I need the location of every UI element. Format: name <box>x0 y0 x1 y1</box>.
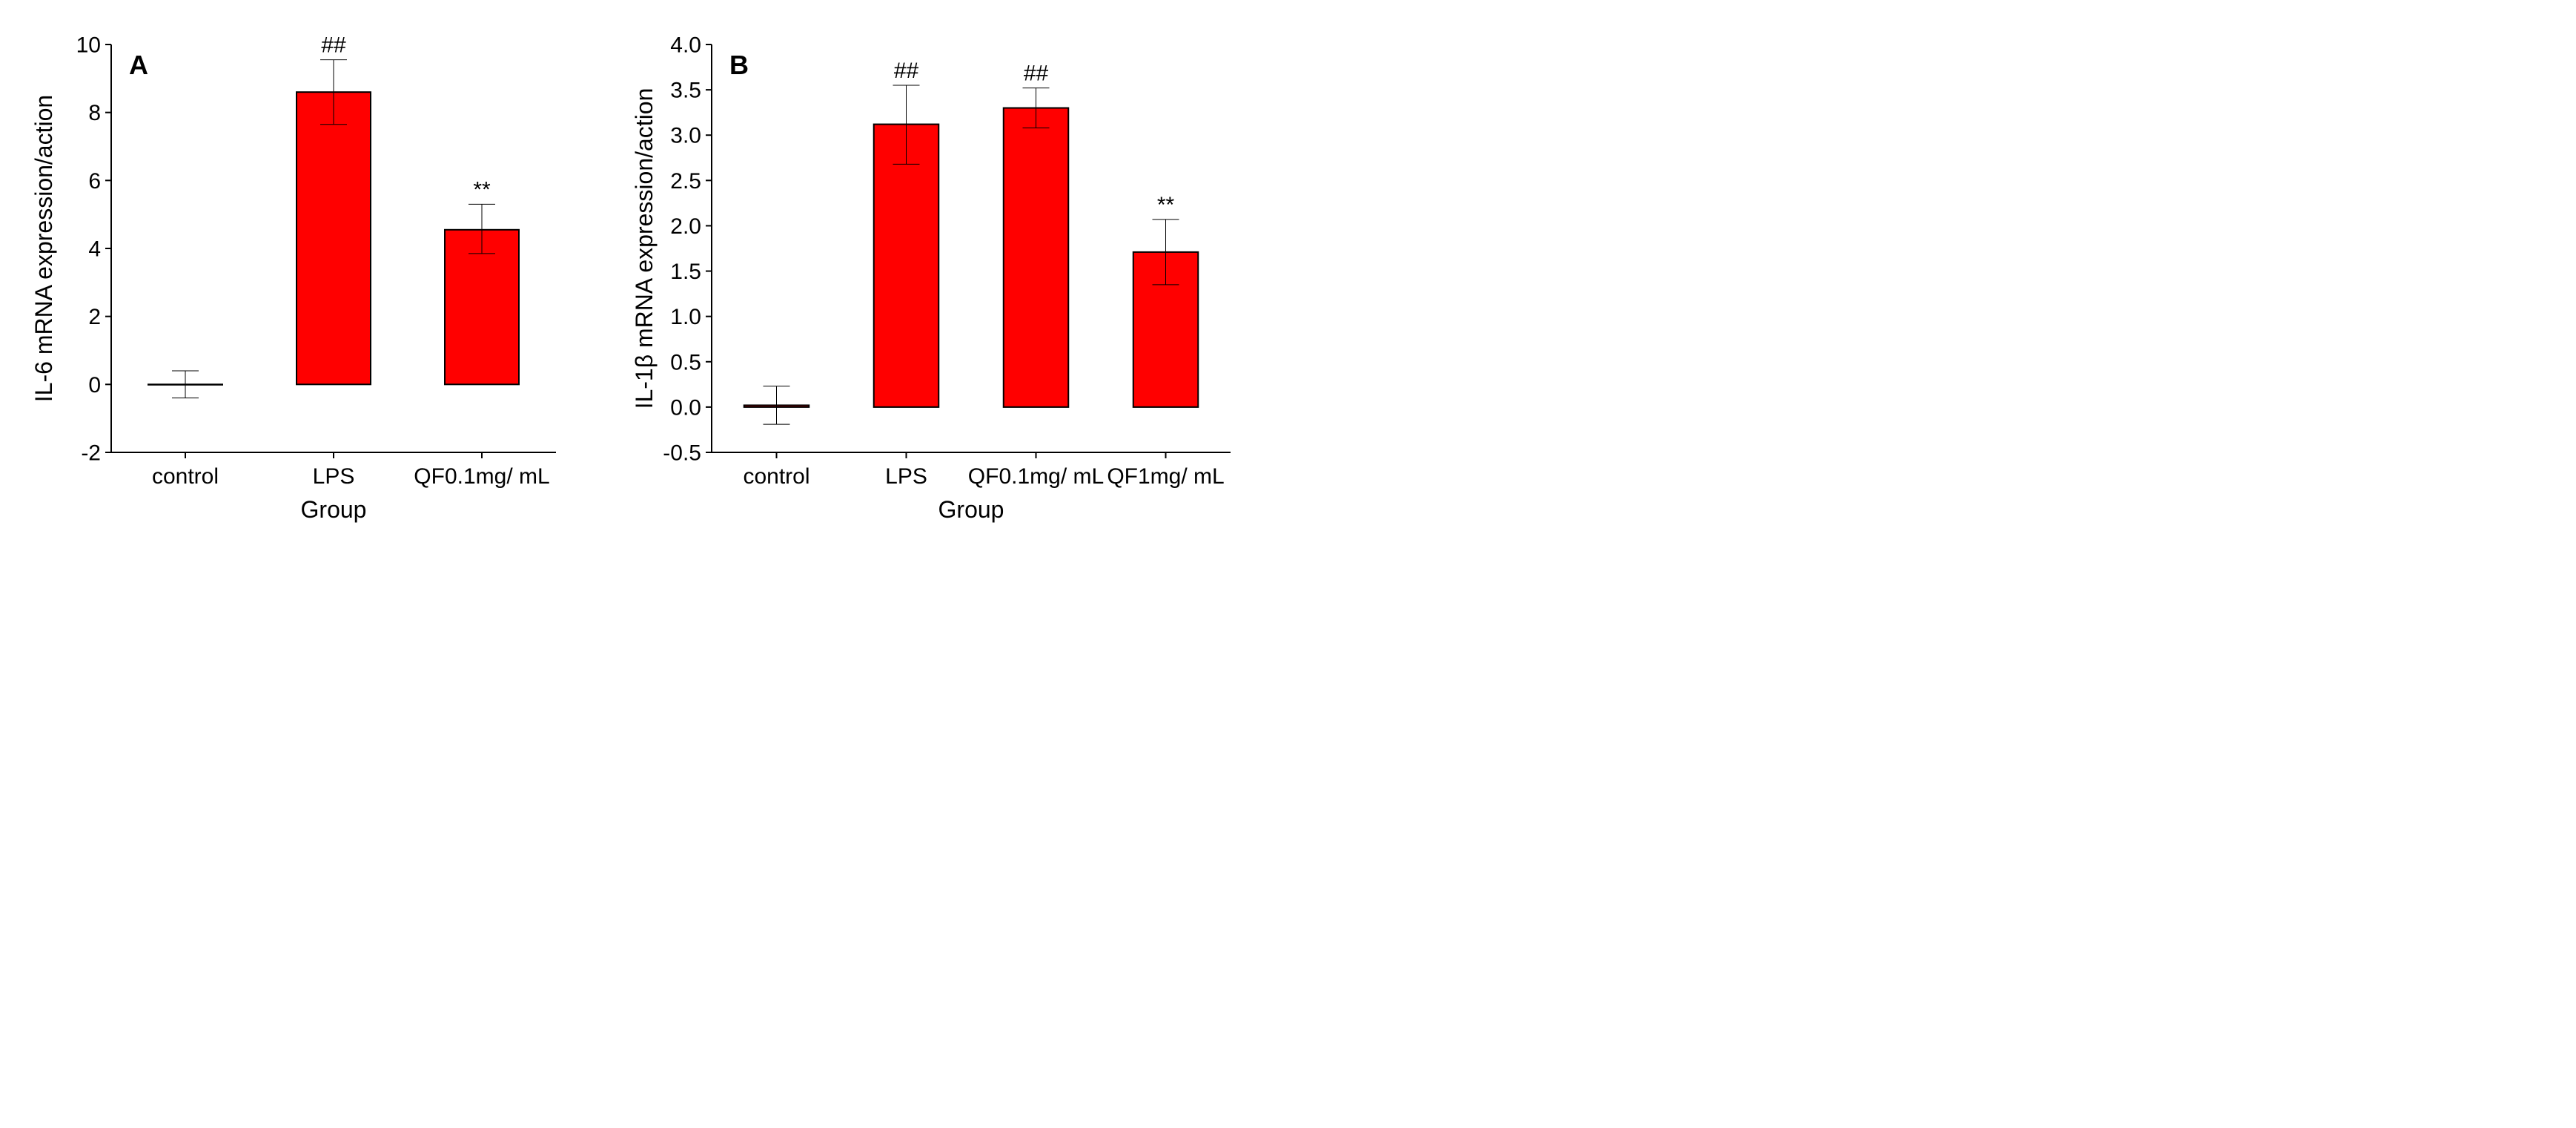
y-tick-label: 1.0 <box>670 305 701 329</box>
y-tick-label: 0 <box>88 373 101 398</box>
y-tick-label: 3.5 <box>670 79 701 103</box>
bar <box>297 92 371 384</box>
y-tick-label: 2 <box>88 305 101 329</box>
x-tick-label: LPS <box>885 464 927 489</box>
y-tick-label: 0.0 <box>670 395 701 420</box>
significance-label: ## <box>894 59 919 83</box>
panel-label: B <box>729 50 749 80</box>
x-tick-label: control <box>743 464 809 489</box>
y-tick-label: -0.5 <box>663 441 701 466</box>
y-axis-label: IL-6 mRNA expression/action <box>30 95 57 402</box>
x-axis-label: Group <box>301 496 367 523</box>
y-tick-label: 3.0 <box>670 124 701 148</box>
x-tick-label: QF1mg/ mL <box>1107 464 1224 489</box>
y-axis-label: IL-1β mRNA expression/action <box>631 88 658 409</box>
x-tick-label: QF0.1mg/ mL <box>968 464 1104 489</box>
significance-label: ** <box>473 177 491 202</box>
figure-container: control ## LPS ** QF0.1mg/ mL -2 0 2 4 6 8 10 Group I… <box>0 0 2576 556</box>
y-tick-label: 2.0 <box>670 214 701 239</box>
significance-label: ## <box>1024 62 1049 86</box>
panel-b: control ## LPS ## QF0.1mg/ mL ** QF1mg/ mL -0.5… <box>608 15 1253 541</box>
y-tick-label: 8 <box>88 101 101 125</box>
panel-b-svg: control ## LPS ## QF0.1mg/ mL ** QF1mg/ mL -0.5… <box>608 15 1253 541</box>
bar <box>874 125 939 407</box>
y-tick-label: 4.0 <box>670 33 701 58</box>
significance-label: ## <box>321 33 346 58</box>
bar <box>1004 108 1069 407</box>
panel-a: control ## LPS ** QF0.1mg/ mL -2 0 2 4 6 8 10 Group I… <box>15 15 578 541</box>
panel-a-svg: control ## LPS ** QF0.1mg/ mL -2 0 2 4 6 8 10 Group I… <box>15 15 578 541</box>
x-tick-label: control <box>152 464 219 489</box>
y-tick-label: 0.5 <box>670 350 701 375</box>
panel-label: A <box>129 50 148 80</box>
y-tick-label: 6 <box>88 169 101 194</box>
significance-label: ** <box>1157 193 1175 217</box>
y-tick-label: -2 <box>81 441 101 466</box>
x-axis-label: Group <box>938 496 1004 523</box>
x-tick-label: LPS <box>313 464 355 489</box>
x-tick-label: QF0.1mg/ mL <box>414 464 549 489</box>
y-tick-label: 10 <box>76 33 101 58</box>
y-tick-label: 2.5 <box>670 169 701 194</box>
y-tick-label: 4 <box>88 237 101 262</box>
y-tick-label: 1.5 <box>670 260 701 284</box>
